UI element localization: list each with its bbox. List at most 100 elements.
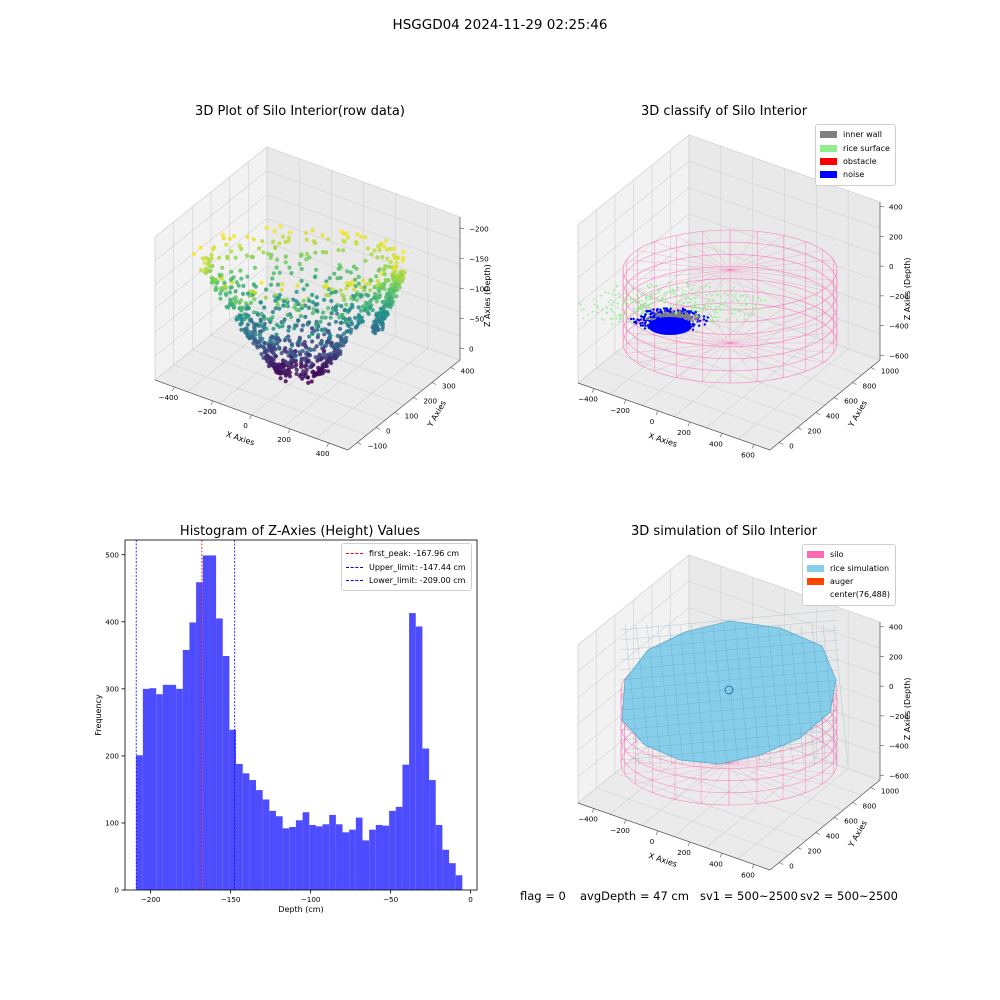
data-point — [380, 320, 384, 325]
inner-wall-point — [668, 319, 671, 323]
data-point — [391, 288, 396, 293]
rice-surface-point — [713, 309, 716, 312]
noise-point — [650, 323, 653, 326]
rice-surface-point — [583, 308, 585, 311]
inner-wall-point — [688, 316, 691, 320]
data-point — [244, 326, 249, 331]
data-point — [304, 367, 309, 372]
rice-surface-point — [687, 285, 689, 288]
x-tick — [326, 442, 329, 448]
data-point — [289, 314, 294, 320]
data-point — [370, 325, 375, 330]
noise-point — [676, 316, 679, 319]
inner-wall-point — [672, 317, 675, 321]
data-point — [266, 251, 271, 256]
data-point — [289, 358, 294, 363]
data-point — [377, 289, 382, 294]
data-point — [338, 351, 343, 356]
data-point — [288, 347, 293, 352]
grid-line — [577, 712, 690, 804]
y-tick — [815, 832, 820, 835]
data-point — [346, 308, 352, 313]
noise-point — [648, 325, 652, 328]
rice-surface-point — [687, 311, 689, 314]
data-point — [252, 329, 257, 334]
rice-surface-point — [641, 305, 644, 307]
histogram-bar — [275, 816, 283, 890]
rice-surface-point — [640, 314, 643, 316]
rice-surface-point — [600, 317, 603, 320]
noise-point — [639, 318, 642, 321]
inner-wall-point — [662, 320, 665, 324]
data-point — [374, 318, 379, 322]
noise-point — [668, 318, 671, 322]
data-point — [348, 330, 353, 335]
data-point — [295, 341, 301, 346]
data-point — [242, 317, 247, 322]
y-tick-label: 100 — [105, 818, 119, 827]
data-point — [277, 306, 282, 311]
inner-wall-point — [660, 314, 663, 317]
data-point — [297, 335, 302, 340]
data-point — [305, 375, 310, 380]
rice-surface-point — [737, 300, 739, 303]
rice-surface-point — [642, 304, 645, 306]
noise-point — [656, 308, 659, 311]
data-point — [299, 278, 304, 283]
data-point — [321, 363, 326, 368]
rice-surface-point — [681, 311, 683, 313]
data-point — [400, 273, 405, 277]
data-point — [276, 296, 281, 301]
data-point — [286, 239, 291, 244]
histogram-bar — [369, 829, 376, 890]
rice-surface-point — [745, 296, 748, 299]
data-point — [240, 316, 245, 321]
data-point — [309, 379, 314, 384]
silo-wireframe-spoke — [728, 660, 806, 691]
silo-wireframe-spoke — [700, 649, 730, 691]
data-point — [348, 306, 353, 311]
data-point — [313, 371, 318, 376]
noise-point — [698, 315, 701, 319]
rice-surface-point — [716, 319, 719, 321]
data-point — [258, 300, 263, 305]
data-point — [307, 352, 312, 358]
x-tick — [719, 433, 723, 438]
silo-wireframe-spoke — [728, 762, 758, 804]
rice-surface-point — [658, 311, 661, 314]
data-point — [385, 302, 390, 307]
data-point — [306, 352, 311, 357]
noise-point — [658, 320, 662, 323]
data-point — [401, 269, 406, 274]
x-tick-label: 0 — [650, 837, 655, 846]
data-point — [249, 330, 254, 335]
data-point — [268, 317, 273, 322]
rice-surface-point — [615, 285, 618, 288]
inner-wall-point — [660, 320, 663, 324]
rice-surface-point — [718, 306, 721, 309]
data-point — [250, 333, 255, 338]
silo-wireframe-spoke — [624, 762, 730, 775]
noise-point — [668, 317, 672, 321]
data-point — [212, 245, 217, 250]
data-point — [289, 343, 295, 348]
data-point — [305, 322, 310, 327]
data-point — [312, 373, 317, 378]
silo-wireframe-spoke — [728, 762, 823, 785]
noise-point — [660, 310, 663, 314]
inner-wall-point — [676, 314, 680, 318]
rice-surface-point — [665, 331, 668, 333]
silo-wireframe-spoke — [729, 314, 806, 344]
noise-point — [639, 324, 643, 327]
data-point — [384, 310, 389, 315]
data-point — [309, 326, 315, 331]
data-point — [388, 288, 393, 293]
silo-wireframe-spoke — [728, 653, 784, 691]
inner-wall-point — [671, 316, 674, 320]
data-point — [387, 296, 392, 300]
data-point — [251, 341, 256, 346]
data-point — [299, 328, 304, 333]
rice-surface-point — [674, 312, 677, 315]
data-point — [271, 362, 276, 367]
noise-point — [663, 326, 666, 329]
